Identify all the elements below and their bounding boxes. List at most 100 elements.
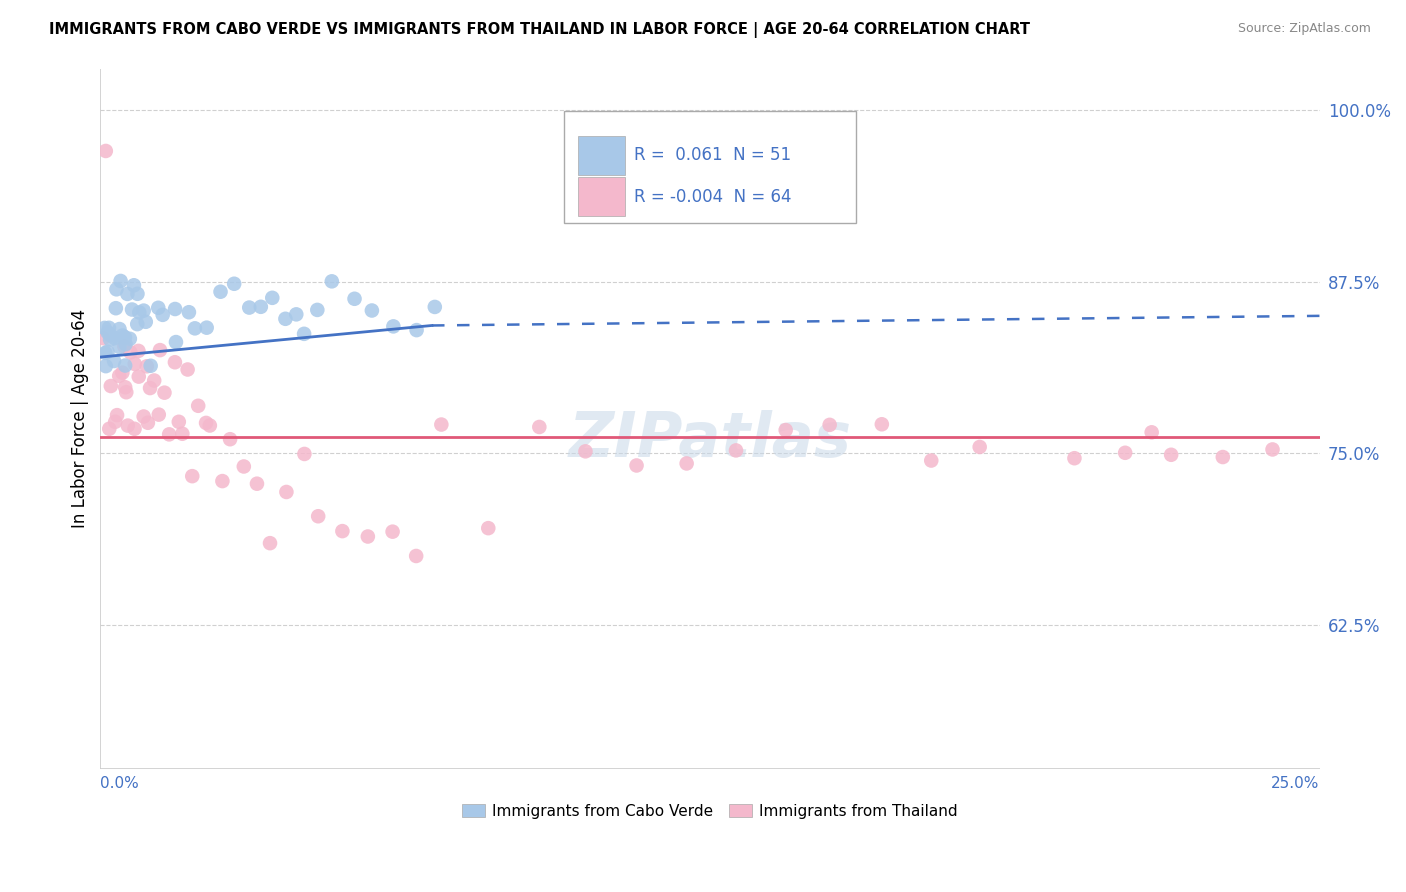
Point xyxy=(332,524,354,538)
Point xyxy=(285,307,308,321)
Point xyxy=(1114,446,1136,460)
Point xyxy=(1063,451,1085,466)
Point xyxy=(139,359,162,373)
Point xyxy=(128,305,150,319)
Text: ZIPatlas: ZIPatlas xyxy=(568,410,852,470)
Legend: Immigrants from Cabo Verde, Immigrants from Thailand: Immigrants from Cabo Verde, Immigrants f… xyxy=(456,797,965,825)
Text: R = -0.004  N = 64: R = -0.004 N = 64 xyxy=(634,187,792,206)
Point xyxy=(195,416,218,430)
Point xyxy=(405,549,427,563)
Point xyxy=(195,320,218,334)
Point xyxy=(114,359,136,373)
Point xyxy=(103,354,125,368)
Point xyxy=(127,343,149,358)
Point xyxy=(238,301,260,315)
Point xyxy=(1212,450,1234,464)
Point xyxy=(98,422,121,436)
Point xyxy=(108,340,131,354)
Point xyxy=(135,315,157,329)
Point xyxy=(105,408,128,422)
Point xyxy=(292,326,315,341)
Point xyxy=(1160,448,1182,462)
Point xyxy=(132,409,155,424)
Point xyxy=(274,311,297,326)
Point xyxy=(148,408,170,422)
Point xyxy=(381,524,404,539)
Point xyxy=(135,359,157,374)
Point xyxy=(262,291,284,305)
Point xyxy=(423,300,446,314)
Point xyxy=(149,343,172,358)
Point xyxy=(209,285,232,299)
Point xyxy=(176,362,198,376)
Point xyxy=(121,302,143,317)
Point xyxy=(108,322,131,336)
Point xyxy=(105,282,128,296)
Point xyxy=(246,476,269,491)
Point xyxy=(1140,425,1163,440)
Text: Source: ZipAtlas.com: Source: ZipAtlas.com xyxy=(1237,22,1371,36)
Point xyxy=(224,277,246,291)
Point xyxy=(104,301,127,316)
Point xyxy=(153,385,176,400)
Point xyxy=(187,399,209,413)
Point xyxy=(157,427,180,442)
Point xyxy=(361,303,384,318)
Point xyxy=(250,300,273,314)
FancyBboxPatch shape xyxy=(578,178,624,216)
Point xyxy=(111,366,134,380)
Point xyxy=(94,359,117,373)
Point xyxy=(343,292,366,306)
Point xyxy=(529,420,551,434)
Point xyxy=(163,355,186,369)
Point xyxy=(91,331,114,345)
Point xyxy=(382,319,405,334)
Point xyxy=(96,344,118,359)
FancyBboxPatch shape xyxy=(578,136,624,175)
Point xyxy=(128,369,150,384)
Point xyxy=(675,457,697,471)
Point xyxy=(198,418,221,433)
Point xyxy=(97,321,120,335)
Point xyxy=(430,417,453,432)
Point xyxy=(920,453,942,467)
Point xyxy=(181,469,204,483)
Point xyxy=(477,521,499,535)
Text: R =  0.061  N = 51: R = 0.061 N = 51 xyxy=(634,145,792,164)
Point xyxy=(724,443,747,458)
Point xyxy=(117,286,139,301)
Point xyxy=(114,380,136,394)
Point xyxy=(114,330,136,344)
Point xyxy=(97,326,120,340)
Point xyxy=(143,374,166,388)
Point xyxy=(139,381,162,395)
Point xyxy=(108,368,131,383)
Point xyxy=(124,422,146,436)
Point xyxy=(100,379,122,393)
Point xyxy=(124,357,146,371)
Point xyxy=(127,286,149,301)
Point xyxy=(165,301,187,316)
Point xyxy=(1261,442,1284,457)
Point xyxy=(167,415,190,429)
Point xyxy=(152,308,174,322)
Point xyxy=(626,458,648,473)
Point xyxy=(259,536,281,550)
Point xyxy=(112,339,135,353)
Point xyxy=(172,426,194,441)
Text: IMMIGRANTS FROM CABO VERDE VS IMMIGRANTS FROM THAILAND IN LABOR FORCE | AGE 20-6: IMMIGRANTS FROM CABO VERDE VS IMMIGRANTS… xyxy=(49,22,1031,38)
Point xyxy=(117,418,139,433)
Point xyxy=(111,328,134,343)
Point xyxy=(818,417,841,432)
Point xyxy=(148,301,170,315)
Point xyxy=(94,346,117,360)
Point xyxy=(405,323,427,337)
Point xyxy=(177,305,200,319)
Point xyxy=(136,416,159,430)
Point xyxy=(184,321,207,335)
Point xyxy=(122,278,145,293)
Point xyxy=(127,317,149,331)
Point xyxy=(104,331,127,345)
Point xyxy=(114,337,136,351)
Point xyxy=(321,274,343,288)
